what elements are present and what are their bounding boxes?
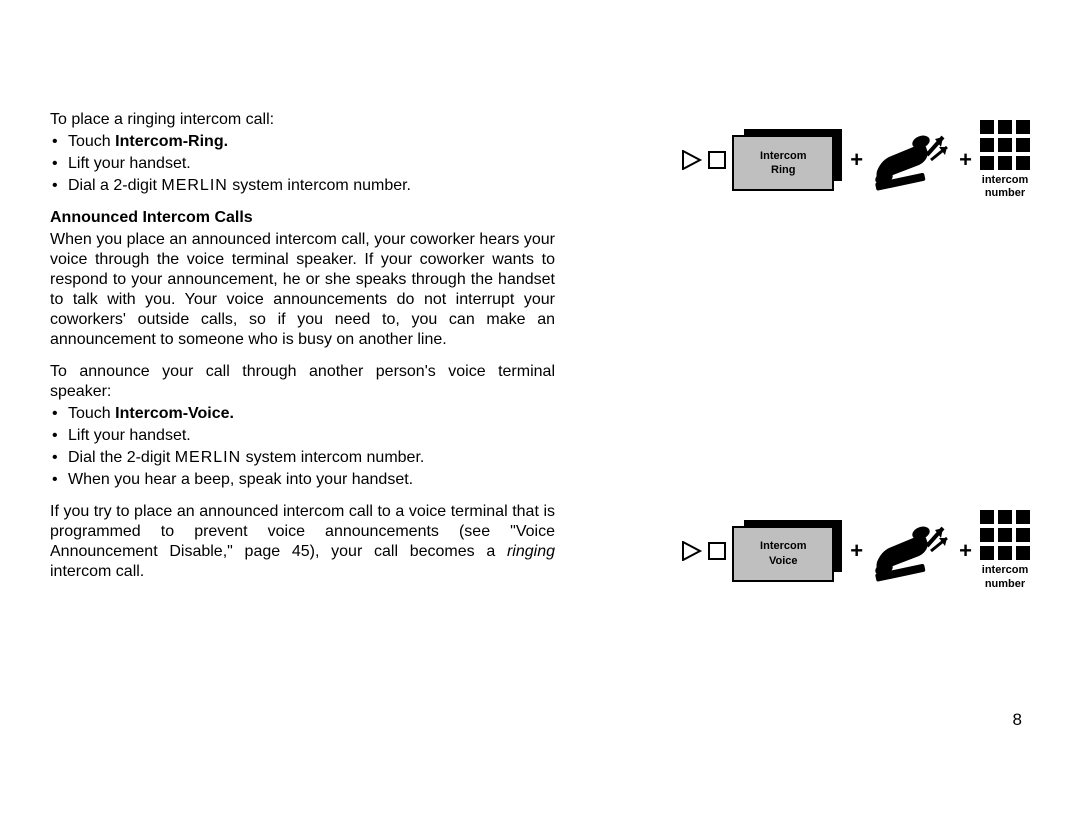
touch-icon: [682, 541, 726, 561]
step-dial-number: Dial a 2-digit MERLIN system intercom nu…: [50, 176, 555, 196]
section2-intro: To announce your call through another pe…: [50, 362, 555, 402]
intercom-voice-button-icon: Intercom Voice: [732, 520, 842, 582]
step-lift-handset-2: Lift your handset.: [50, 426, 555, 446]
plus-icon: +: [957, 538, 974, 564]
touch-icon: [682, 150, 726, 170]
announced-heading: Announced Intercom Calls: [50, 208, 555, 228]
keypad-icon: intercom number: [980, 510, 1030, 590]
section1-intro: To place a ringing intercom call:: [50, 110, 555, 130]
announced-description: When you place an announced intercom cal…: [50, 230, 555, 350]
step-speak: When you hear a beep, speak into your ha…: [50, 470, 555, 490]
lift-handset-icon: [871, 125, 951, 195]
step-touch-voice: Touch Intercom-Voice.: [50, 404, 555, 424]
keypad-icon: intercom number: [980, 120, 1030, 200]
page-number: 8: [1013, 710, 1022, 730]
lift-handset-icon: [871, 516, 951, 586]
plus-icon: +: [848, 147, 865, 173]
step-touch-ring: Touch Intercom-Ring.: [50, 132, 555, 152]
note-paragraph: If you try to place an announced interco…: [50, 502, 555, 582]
diagram-intercom-ring: Intercom Ring + +: [600, 120, 1030, 200]
plus-icon: +: [848, 538, 865, 564]
section2-steps: Touch Intercom-Voice. Lift your handset.…: [50, 404, 555, 490]
text-column: To place a ringing intercom call: Touch …: [50, 110, 555, 594]
diagram-intercom-voice: Intercom Voice + +: [600, 510, 1030, 590]
diagram-column: Intercom Ring + +: [600, 110, 1030, 601]
intercom-ring-button-icon: Intercom Ring: [732, 129, 842, 191]
step-dial-number-2: Dial the 2-digit MERLIN system intercom …: [50, 448, 555, 468]
plus-icon: +: [957, 147, 974, 173]
step-lift-handset: Lift your handset.: [50, 154, 555, 174]
section1-steps: Touch Intercom-Ring. Lift your handset. …: [50, 132, 555, 196]
